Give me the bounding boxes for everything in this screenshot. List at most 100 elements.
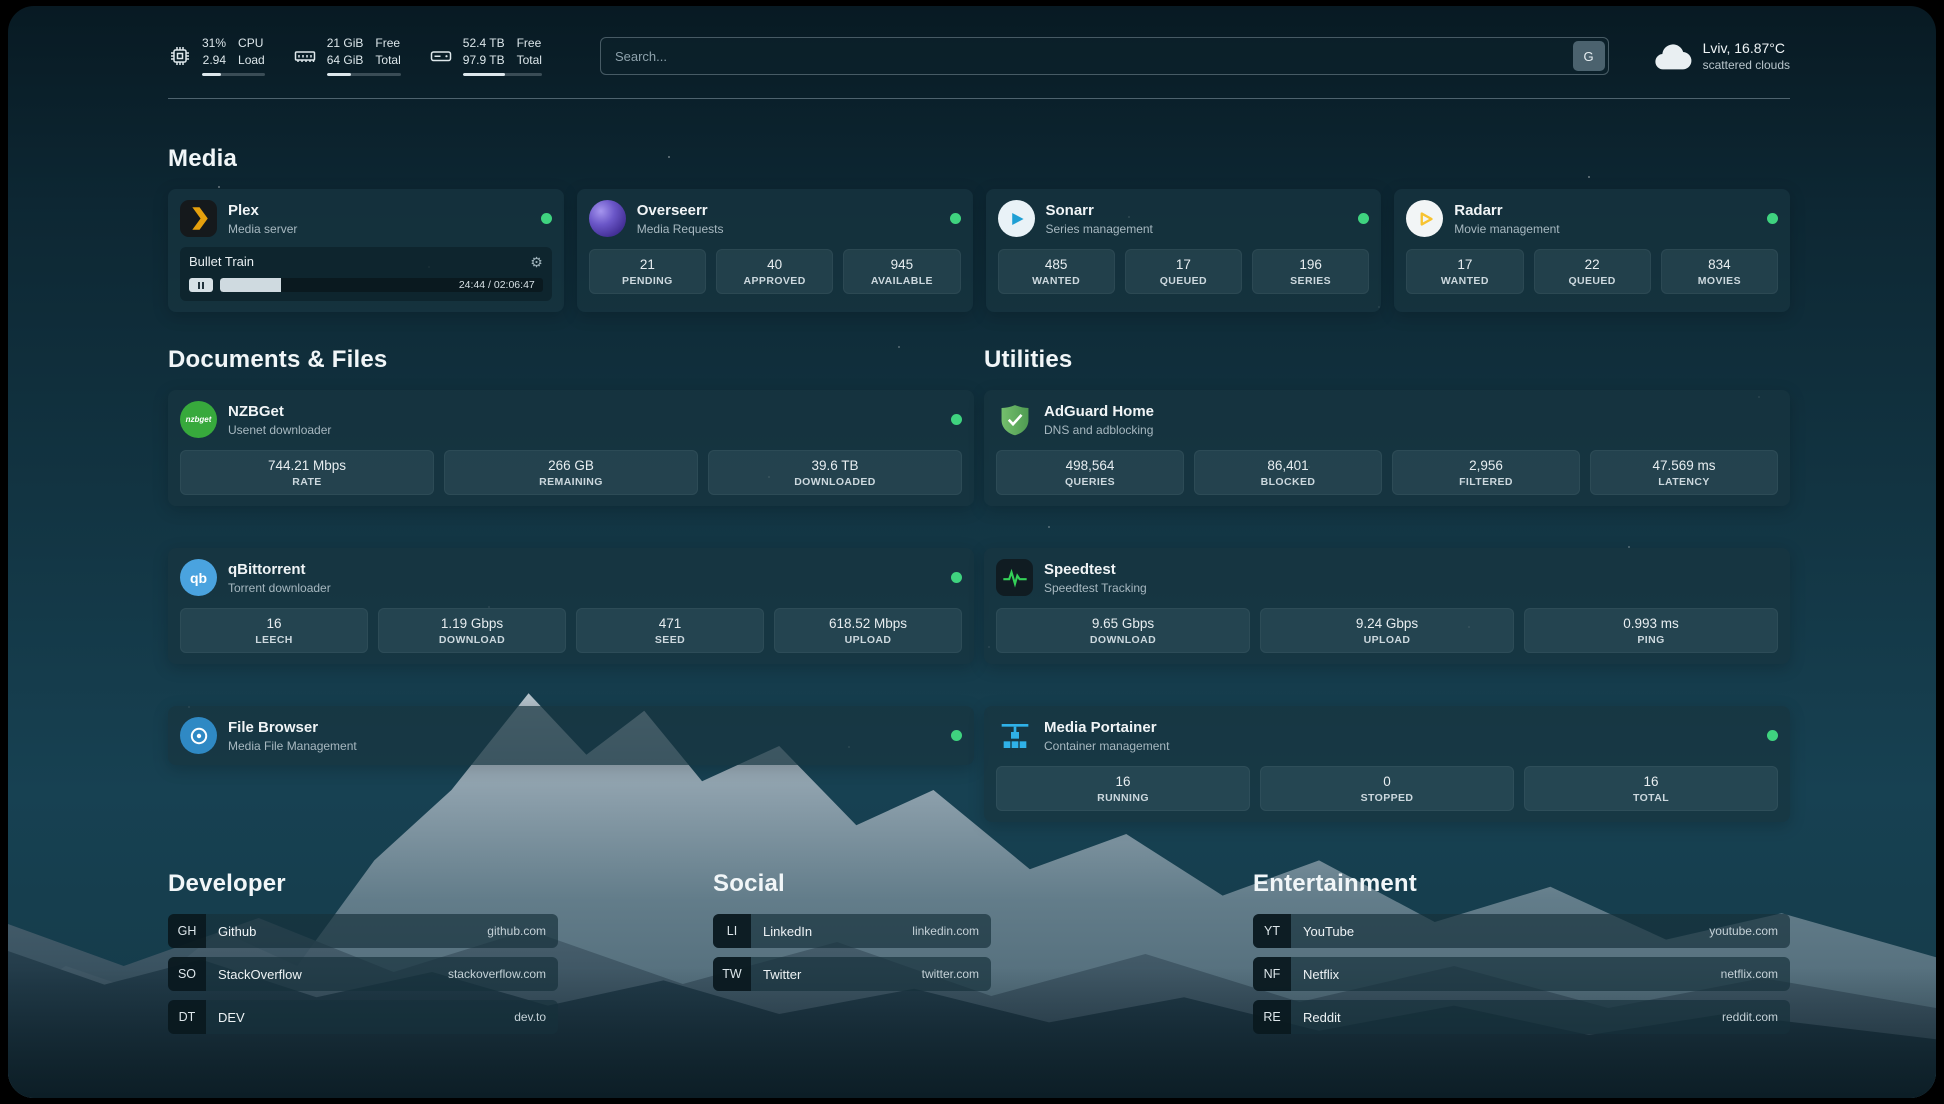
nzbget-icon: nzbget [180, 401, 217, 439]
memory-usage-fill [326, 73, 352, 77]
bookmark-group-social: Social LI LinkedIn linkedin.com TW Twitt… [713, 870, 991, 1000]
dev-to-icon: DT [168, 1000, 206, 1035]
app-card-nzbget[interactable]: nzbget NZBGet Usenet downloader 744.21 M… [168, 390, 974, 507]
disk-usage-bar [462, 73, 542, 77]
nzbget-stats: 744.21 Mbps RATE 266 GB REMAINING 39.6 T… [180, 450, 962, 496]
app-subtitle: Speedtest Tracking [1044, 580, 1147, 595]
playback-progress-fill [220, 278, 282, 293]
stat-upload: 9.24 Gbps UPLOAD [1260, 608, 1514, 654]
twitter-icon: TW [713, 957, 751, 992]
disk-widget: 52.4 TB 97.9 TB Free Total [429, 36, 542, 77]
app-card-filebrowser[interactable]: File Browser Media File Management [168, 706, 974, 766]
stat-download: 1.19 Gbps DOWNLOAD [378, 608, 566, 654]
app-title: Radarr [1454, 201, 1503, 219]
weather-condition: scattered clouds [1702, 58, 1790, 73]
stat-movies: 834 MOVIES [1660, 249, 1778, 295]
cpu-chip-icon [168, 44, 192, 68]
ram-icon [293, 44, 317, 68]
search-input[interactable] [599, 37, 1609, 76]
stackoverflow-icon: SO [168, 957, 206, 992]
cpu-usage-fill [202, 73, 222, 77]
stat-queued: 17 QUEUED [1124, 249, 1242, 295]
topbar: 31% 2.94 CPU Load [168, 6, 1790, 77]
pause-button[interactable] [189, 278, 213, 293]
app-subtitle: Usenet downloader [228, 422, 332, 437]
app-card-sonarr[interactable]: Sonarr Series management 485 WANTED 17 Q… [985, 189, 1382, 313]
bookmark-dev-to[interactable]: DT DEV dev.to [168, 1000, 558, 1035]
bookmark-twitter[interactable]: TW Twitter twitter.com [713, 957, 991, 992]
bookmark-github[interactable]: GH Github github.com [168, 914, 558, 949]
topbar-divider [168, 98, 1790, 100]
app-card-portainer[interactable]: Media Portainer Container management 16 … [984, 706, 1790, 823]
bookmark-stackoverflow[interactable]: SO StackOverflow stackoverflow.com [168, 957, 558, 992]
qbittorrent-icon: qb [180, 559, 217, 597]
youtube-icon: YT [1253, 914, 1291, 949]
stat-filtered: 2,956 FILTERED [1392, 450, 1580, 496]
app-card-speedtest[interactable]: Speedtest Speedtest Tracking 9.65 Gbps D… [984, 548, 1790, 665]
app-subtitle: Media File Management [228, 738, 357, 753]
overseerr-stats: 21 PENDING 40 APPROVED 945 AVAILABLE [588, 249, 961, 295]
stat-available: 945 AVAILABLE [843, 249, 961, 295]
app-subtitle: DNS and adblocking [1044, 422, 1154, 437]
app-card-plex[interactable]: Plex Media server Bullet Train ⚙ 24: [168, 189, 564, 313]
app-title: File Browser [228, 718, 319, 736]
portainer-crane-icon [996, 717, 1033, 754]
overseerr-icon [588, 200, 626, 238]
reddit-icon: RE [1253, 1000, 1291, 1035]
settings-gear-icon[interactable]: ⚙ [530, 253, 543, 270]
bookmark-linkedin[interactable]: LI LinkedIn linkedin.com [713, 914, 991, 949]
cloud-icon [1653, 41, 1693, 71]
section-title-developer: Developer [168, 870, 286, 898]
status-online-dot [1358, 213, 1370, 225]
media-card-grid: Plex Media server Bullet Train ⚙ 24: [168, 189, 1790, 313]
adguard-shield-icon [996, 401, 1033, 438]
qbittorrent-stats: 16 LEECH 1.19 Gbps DOWNLOAD 471 SEED 6 [180, 608, 962, 654]
stat-total: 16 TOTAL [1524, 766, 1778, 812]
memory-total-label: Total [375, 52, 401, 67]
memory-total: 64 GiB [326, 52, 364, 67]
cpu-usage-bar [202, 73, 265, 77]
memory-widget: 21 GiB 64 GiB Free Total [293, 36, 401, 77]
linkedin-icon: LI [713, 914, 751, 949]
app-card-qbittorrent[interactable]: qb qBittorrent Torrent downloader 16 LEE… [168, 548, 974, 665]
cpu-label-2: Load [238, 52, 265, 67]
status-online-dot [951, 414, 962, 426]
status-online-dot [1767, 213, 1778, 225]
section-title-utilities: Utilities [984, 346, 1073, 374]
section-title-entertainment: Entertainment [1253, 870, 1417, 898]
app-card-adguard[interactable]: AdGuard Home DNS and adblocking 498,564 … [984, 390, 1790, 507]
app-title: Sonarr [1045, 201, 1094, 219]
stat-seed: 471 SEED [576, 608, 764, 654]
netflix-icon: NF [1253, 957, 1291, 992]
radarr-stats: 17 WANTED 22 QUEUED 834 MOVIES [1406, 249, 1778, 295]
memory-free-label: Free [375, 36, 401, 50]
bookmark-group-entertainment: Entertainment YT YouTube youtube.com NF … [1253, 870, 1790, 1043]
status-online-dot [949, 213, 961, 225]
stat-ping: 0.993 ms PING [1524, 608, 1778, 654]
stat-remaining: 266 GB REMAINING [444, 450, 698, 496]
app-title: Plex [228, 201, 259, 219]
app-title: qBittorrent [228, 560, 306, 578]
bookmark-youtube[interactable]: YT YouTube youtube.com [1253, 914, 1790, 949]
status-online-dot [540, 213, 552, 225]
bookmark-reddit[interactable]: RE Reddit reddit.com [1253, 1000, 1790, 1035]
app-subtitle: Media Requests [636, 221, 724, 236]
system-widgets: 31% 2.94 CPU Load [168, 36, 542, 77]
disk-total-label: Total [516, 52, 542, 67]
disk-free-label: Free [516, 36, 542, 50]
app-subtitle: Movie management [1454, 221, 1560, 236]
bookmark-netflix[interactable]: NF Netflix netflix.com [1253, 957, 1790, 992]
disk-free: 52.4 TB [462, 36, 505, 50]
background-snow-specks [8, 6, 10, 8]
stat-wanted: 485 WANTED [997, 249, 1115, 295]
app-card-radarr[interactable]: Radarr Movie management 17 WANTED 22 QUE… [1394, 189, 1790, 313]
disk-usage-fill [462, 73, 505, 77]
section-title-documents: Documents & Files [168, 346, 388, 374]
stat-latency: 47.569 ms LATENCY [1590, 450, 1778, 496]
stat-rate: 744.21 Mbps RATE [180, 450, 434, 496]
dashboard: 31% 2.94 CPU Load [8, 6, 1936, 1098]
search-engine-button[interactable]: G [1572, 41, 1605, 72]
status-online-dot [951, 730, 962, 742]
app-card-overseerr[interactable]: Overseerr Media Requests 21 PENDING 40 A… [576, 189, 973, 313]
playback-progress-track[interactable]: 24:44 / 02:06:47 [220, 278, 543, 293]
